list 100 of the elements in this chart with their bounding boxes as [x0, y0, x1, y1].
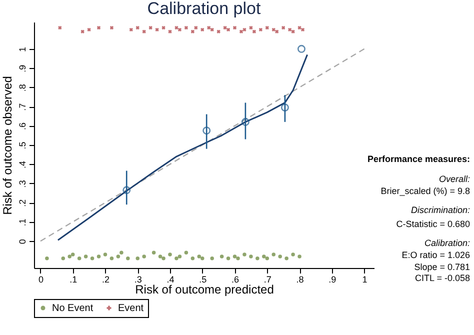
x-tick-label: .7: [264, 274, 272, 284]
y-tick-label: .4: [18, 160, 28, 168]
point: [190, 30, 195, 34]
point: [96, 254, 101, 258]
point: [272, 28, 276, 32]
y-tick-label: .9: [18, 64, 28, 72]
point: [249, 254, 253, 258]
legend-label: No Event: [52, 303, 94, 314]
text: Calibration:: [424, 238, 470, 248]
point: [200, 256, 204, 260]
point: [239, 30, 244, 34]
point: [136, 26, 140, 30]
point: [284, 256, 288, 260]
point: [265, 256, 270, 260]
point: [275, 30, 279, 34]
point: [210, 256, 214, 260]
y-tick-label: .7: [18, 103, 28, 111]
y-axis-title: Risk of outcome observed: [0, 76, 14, 215]
point: [61, 256, 66, 260]
point: [288, 28, 292, 32]
point: [158, 254, 162, 258]
point: [207, 26, 211, 30]
point: [184, 250, 188, 254]
annotation: Performance measures:: [367, 154, 470, 164]
point: [142, 254, 146, 258]
text: Overall:: [438, 174, 470, 184]
point: [194, 26, 198, 30]
point: [252, 30, 256, 34]
point: [281, 26, 286, 30]
point: [291, 252, 295, 256]
point: [258, 28, 263, 32]
point: [136, 256, 140, 260]
point: [58, 26, 62, 30]
x-tick-label: .3: [134, 274, 142, 284]
point: [70, 252, 75, 256]
point: [45, 256, 49, 260]
point: [152, 250, 156, 254]
point: [232, 254, 237, 258]
y-tick-label: .5: [18, 142, 28, 150]
y-tick-label: .8: [18, 84, 28, 92]
point: [116, 254, 120, 258]
text: Brier_scaled (%) = 9.8: [380, 186, 470, 196]
text: Slope = 0.781: [414, 262, 470, 272]
point: [226, 256, 230, 260]
x-tick-label: .4: [166, 274, 174, 284]
point: [68, 254, 72, 258]
x-axis-title: Risk of outcome predicted: [135, 282, 274, 296]
point: [278, 254, 282, 258]
point: [103, 252, 108, 256]
point: [298, 254, 302, 258]
x-tick-label: .5: [199, 274, 207, 284]
chart-title: Calibration plot: [147, 0, 261, 18]
point: [202, 126, 211, 135]
point: [90, 256, 94, 260]
x-tick-label: .8: [296, 274, 304, 284]
point: [168, 252, 172, 256]
point: [184, 26, 188, 30]
point: [178, 28, 182, 32]
point: [220, 254, 224, 258]
legend-label: Event: [118, 303, 144, 314]
point: [226, 28, 230, 32]
point: [272, 252, 276, 256]
point: [129, 28, 133, 32]
point: [84, 254, 88, 258]
point: [232, 26, 237, 30]
x-tick-label: 1: [362, 274, 368, 284]
point: [80, 30, 84, 34]
point: [110, 256, 114, 260]
point: [300, 28, 305, 32]
y-tick-label: .6: [18, 122, 28, 130]
point: [190, 256, 195, 260]
point: [168, 30, 172, 34]
text: Discrimination:: [410, 205, 470, 215]
point: [162, 256, 166, 260]
y-tick-label: .1: [18, 218, 28, 226]
point: [174, 256, 178, 260]
text: C-Statistic = 0.680: [396, 219, 470, 229]
point: [265, 26, 269, 30]
text: E:O ratio = 1.026: [402, 250, 470, 260]
point: [236, 256, 240, 260]
point: [200, 28, 204, 32]
y-tick-label: .3: [18, 180, 28, 188]
y-tick-label: 0: [18, 239, 28, 244]
point: [122, 186, 131, 194]
point: [197, 254, 202, 258]
x-tick-label: 0: [38, 274, 44, 284]
point: [280, 104, 289, 112]
point: [241, 118, 250, 126]
point: [256, 256, 260, 260]
point: [178, 254, 182, 258]
y-tick-label: 1: [18, 46, 28, 52]
point: [216, 30, 220, 34]
x-tick-label: .2: [102, 274, 110, 284]
point: [242, 252, 246, 256]
point: [155, 28, 159, 32]
point: [262, 254, 266, 258]
point: [77, 256, 82, 260]
point: [297, 44, 306, 53]
point: [126, 256, 130, 260]
point: [210, 28, 214, 32]
